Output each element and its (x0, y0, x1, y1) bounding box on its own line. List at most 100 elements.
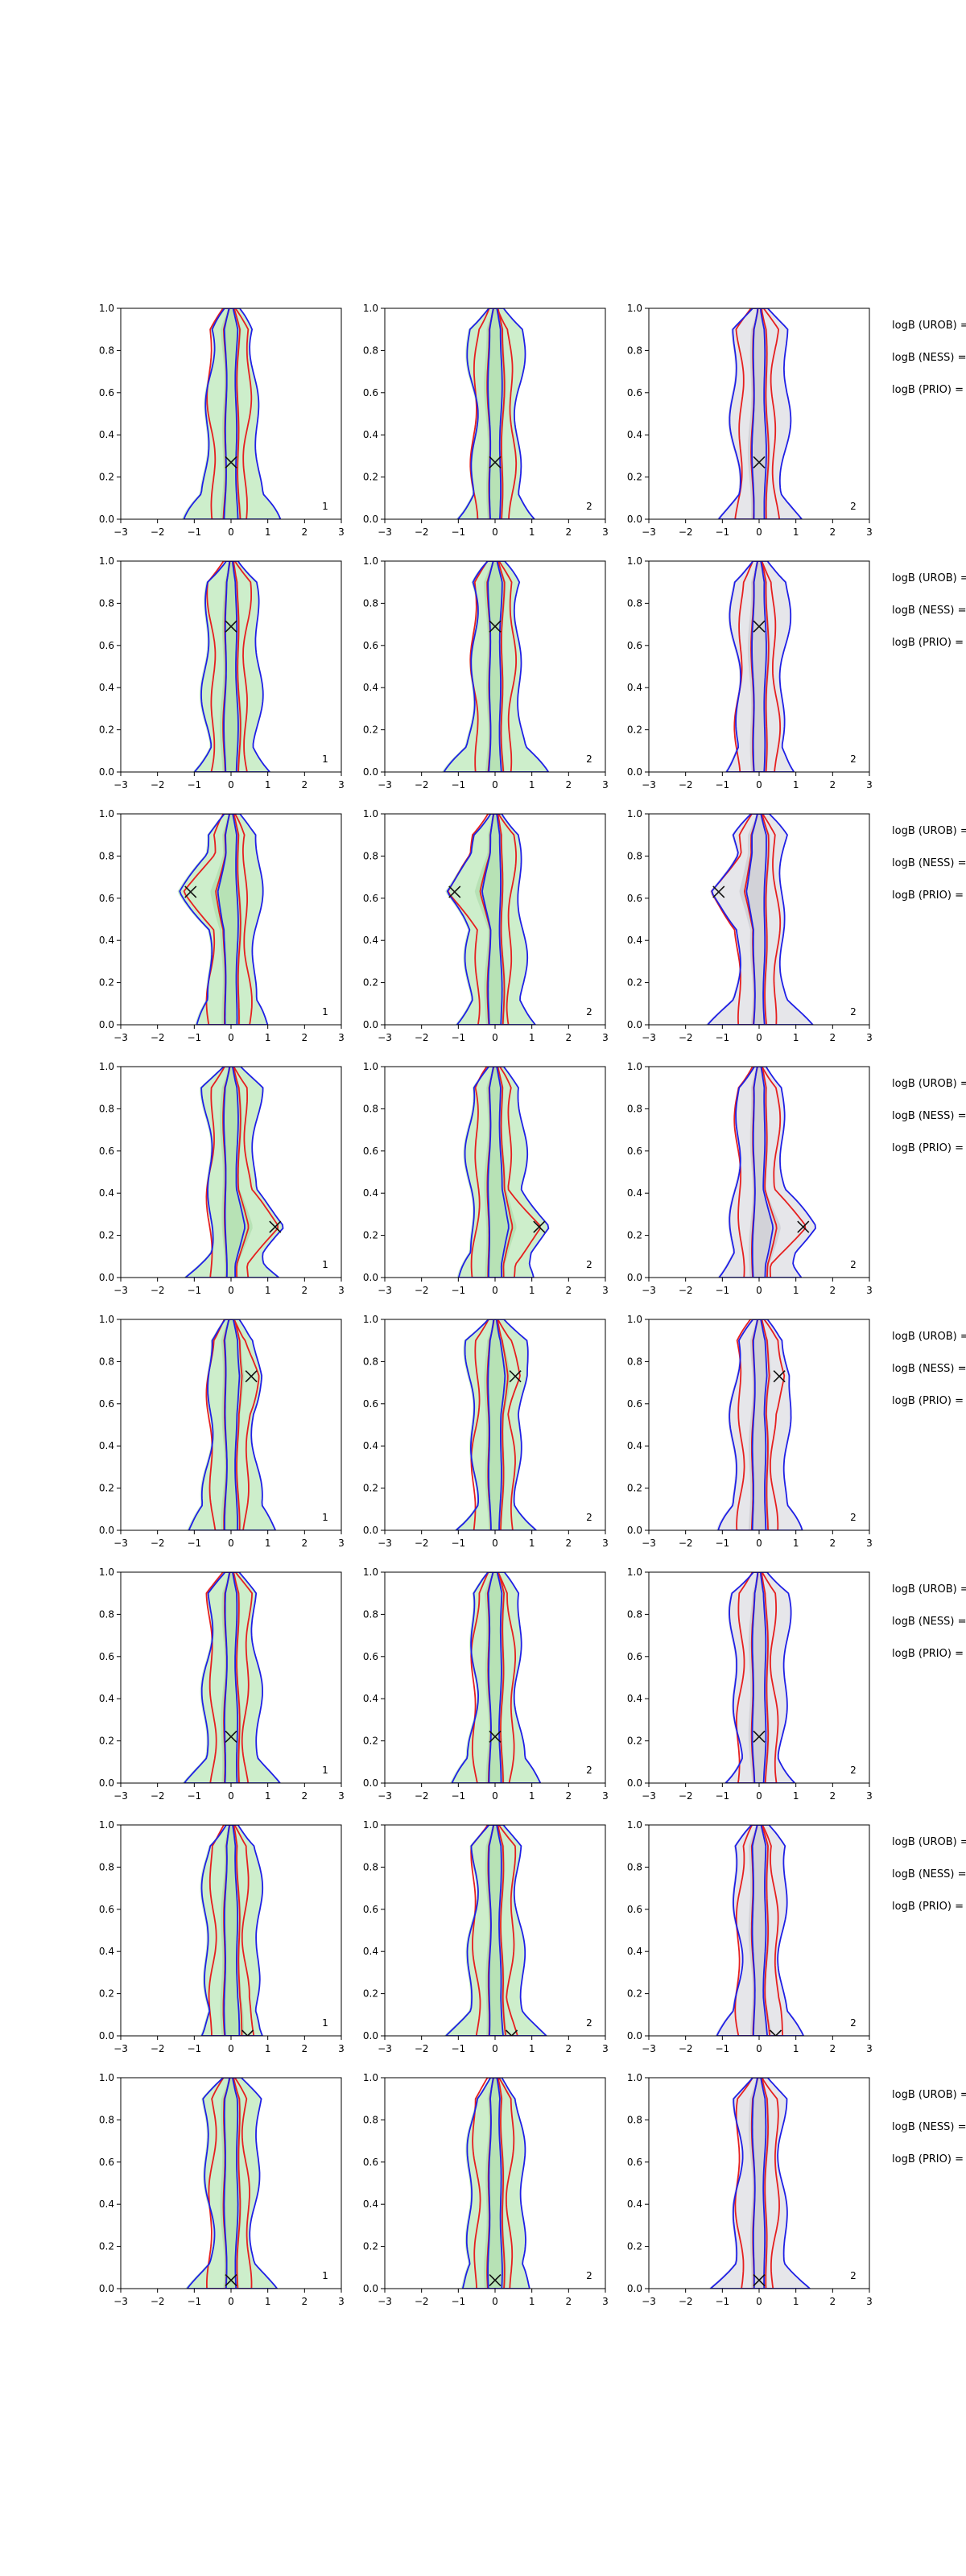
x-tick-label: 2 (830, 1538, 836, 1549)
x-tick-label: 1 (529, 2043, 535, 2054)
x-tick-label: −1 (715, 2043, 729, 2054)
x-tick-label: 0 (756, 2296, 762, 2307)
x-tick-label: −3 (378, 526, 392, 538)
x-tick-label: 3 (602, 526, 609, 538)
panel-tag: 1 (322, 2017, 328, 2029)
contours-r5-c1 (187, 1319, 277, 1530)
legend-line: logB (UROB) = (892, 1836, 966, 1848)
x-tick-label: 0 (228, 1032, 234, 1043)
x-tick-label: −3 (114, 2043, 128, 2054)
blue-contour-inner (751, 1572, 767, 1783)
marker-point (225, 620, 237, 633)
y-tick-label: 0.6 (627, 1651, 642, 1662)
marker-point (184, 886, 197, 898)
x-tick-label: 2 (566, 1790, 572, 1802)
blue-contour-inner (487, 1572, 503, 1783)
red-contour-outer (472, 2078, 515, 2289)
x-tick-label: 1 (529, 1538, 535, 1549)
y-tick-label: 0.8 (99, 1103, 114, 1114)
panel-r7-c1: −3 −2 −1 0 1 2 3 0.0 0.2 0.4 0.6 0.8 1.0 1 (99, 1819, 345, 2054)
x-tick-label: 0 (756, 1032, 762, 1043)
x-tick-label: 0 (756, 2043, 762, 2054)
x-tick-label: −2 (679, 1032, 693, 1043)
y-tick-label: 1.0 (363, 1314, 378, 1325)
blue-contour-inner (487, 1067, 510, 1278)
row-legend-8: logB (UROB) = logB (NESS) = logB (PRIO) = (892, 2089, 966, 2165)
y-tick-label: 0.0 (363, 2283, 378, 2294)
blue-contour-inner (481, 814, 503, 1025)
x-tick-label: 3 (602, 1032, 609, 1043)
legend-line: logB (PRIO) = (892, 1648, 964, 1660)
blue-contour-inner (223, 308, 239, 519)
x-tick-label: 0 (756, 1538, 762, 1549)
blue-contour-outer (724, 1572, 796, 1783)
contours-r4-c3 (716, 1067, 816, 1278)
legend-line: logB (NESS) = (892, 2121, 966, 2133)
x-tick-label: 1 (793, 1790, 799, 1802)
red-contour-outer (208, 1825, 255, 2036)
marker-point (509, 1370, 522, 1383)
x-tick-label: 3 (602, 1538, 609, 1549)
y-tick-label: 0.4 (627, 1946, 642, 1957)
y-tick-label: 0.2 (627, 1483, 642, 1494)
legend-line: logB (NESS) = (892, 1868, 966, 1880)
contours-r7-c3 (715, 1825, 805, 2036)
x-tick-label: 0 (492, 1790, 498, 1802)
y-tick-label: 0.6 (99, 893, 114, 904)
legend-line: logB (PRIO) = (892, 890, 964, 902)
x-tick-label: 2 (302, 779, 308, 791)
contours-r2-c1 (192, 561, 271, 772)
blue-contour-inner (751, 561, 767, 772)
red-contour-outer (734, 1825, 784, 2036)
x-tick-label: 2 (830, 779, 836, 791)
x-tick-label: −2 (679, 2043, 693, 2054)
panel-tag: 2 (586, 1006, 592, 1018)
y-tick-label: 0.0 (627, 2283, 642, 2294)
y-tick-label: 0.2 (99, 2241, 114, 2252)
legend-line: logB (PRIO) = (892, 2153, 964, 2165)
marker-point (225, 456, 237, 469)
x-tick-label: 0 (228, 1538, 234, 1549)
legend-line: logB (PRIO) = (892, 1142, 964, 1154)
contours-r4-c1 (183, 1067, 284, 1278)
blue-contour-inner (751, 308, 767, 519)
panel-r5-c1: −3 −2 −1 0 1 2 3 0.0 0.2 0.4 0.6 0.8 1.0 1 (99, 1314, 345, 1549)
y-tick-label: 0.0 (627, 1019, 642, 1030)
x-tick-label: 1 (265, 526, 271, 538)
x-tick-label: −3 (378, 1538, 392, 1549)
y-tick-label: 1.0 (99, 1314, 114, 1325)
x-tick-label: −2 (415, 1285, 429, 1296)
blue-contour-inner (217, 814, 239, 1025)
y-tick-label: 0.2 (363, 2241, 378, 2252)
y-tick-label: 0.0 (627, 1777, 642, 1789)
legend-line: logB (NESS) = (892, 1110, 966, 1122)
y-tick-label: 0.4 (363, 1187, 378, 1199)
panel-r6-c3: −3 −2 −1 0 1 2 3 0.0 0.2 0.4 0.6 0.8 1.0 2 (627, 1567, 873, 1802)
x-tick-label: −2 (679, 1790, 693, 1802)
x-tick-label: −3 (114, 1538, 128, 1549)
y-tick-label: 0.8 (363, 597, 378, 609)
x-tick-label: 2 (302, 1285, 308, 1296)
x-tick-label: 3 (338, 526, 345, 538)
y-tick-label: 0.4 (363, 935, 378, 946)
y-tick-label: 1.0 (363, 808, 378, 819)
legend-line: logB (UROB) = (892, 1331, 966, 1343)
x-tick-label: −1 (451, 2296, 465, 2307)
blue-contour-outer (455, 1319, 538, 1530)
contours-r8-c3 (708, 2078, 811, 2289)
y-tick-label: 0.4 (99, 2198, 114, 2210)
x-tick-label: 3 (338, 2296, 345, 2307)
red-contour-outer (710, 814, 782, 1025)
marker-point (712, 886, 725, 898)
red-contour-outer (469, 308, 518, 519)
x-tick-label: 2 (566, 2043, 572, 2054)
row-legend-1: logB (UROB) = logB (NESS) = logB (PRIO) = (892, 320, 966, 396)
contours-r1-c2 (456, 308, 536, 519)
x-tick-label: 1 (529, 1032, 535, 1043)
panel-tag: 1 (322, 1765, 328, 1776)
row-legend-2: logB (UROB) = logB (NESS) = logB (PRIO) = (892, 572, 966, 649)
panel-r4-c2: −3 −2 −1 0 1 2 3 0.0 0.2 0.4 0.6 0.8 1.0 2 (363, 1061, 609, 1296)
y-tick-label: 0.6 (363, 2157, 378, 2168)
y-tick-label: 0.0 (627, 2030, 642, 2041)
y-tick-label: 1.0 (627, 1819, 642, 1831)
